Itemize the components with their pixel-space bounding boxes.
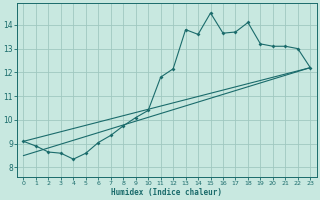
X-axis label: Humidex (Indice chaleur): Humidex (Indice chaleur) <box>111 188 222 197</box>
